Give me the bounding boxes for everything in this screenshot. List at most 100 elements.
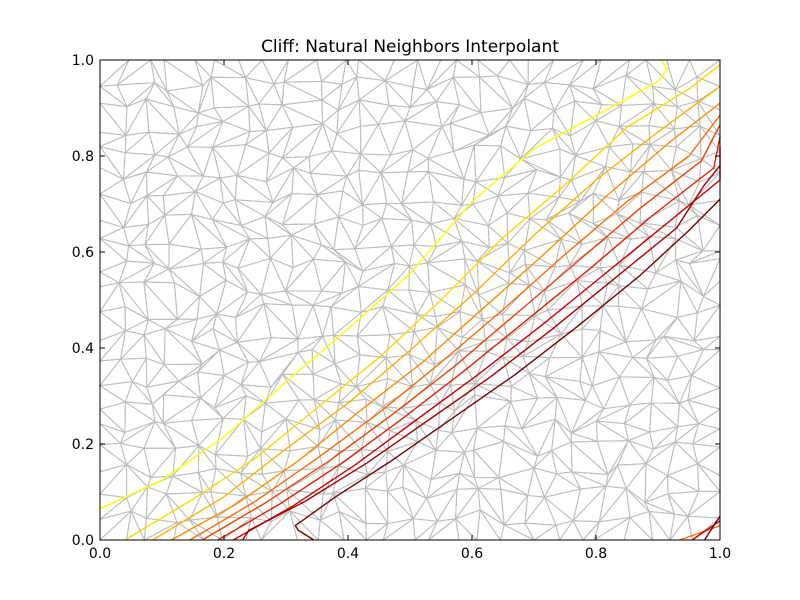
mesh-triangle [244, 59, 276, 85]
mesh-triangle [454, 59, 481, 79]
mesh-triangle [625, 74, 655, 106]
mesh-triangle [98, 102, 128, 137]
mesh-triangle [215, 279, 249, 316]
mesh-triangle [477, 293, 504, 320]
contour-line [703, 515, 721, 541]
mesh-triangle [144, 98, 181, 136]
mesh-triangle [666, 462, 700, 493]
mesh-triangle [473, 144, 502, 184]
mesh-triangle [258, 103, 284, 132]
mesh-triangle [337, 398, 368, 424]
mesh-triangle [162, 59, 204, 87]
mesh-triangle [503, 425, 538, 457]
mesh-triangle [196, 295, 218, 320]
mesh-triangle [669, 513, 689, 541]
mesh-triangle [167, 146, 205, 178]
mesh-triangle [127, 244, 156, 265]
mesh-triangle [297, 348, 314, 376]
mesh-triangle [214, 418, 249, 457]
mesh-triangle [544, 496, 575, 526]
mesh-triangle [496, 75, 529, 110]
plot-area-frame [99, 59, 721, 541]
mesh-triangle [355, 354, 388, 389]
mesh-triangle [579, 380, 593, 402]
mesh-triangle [281, 156, 311, 169]
mesh-triangle [285, 467, 324, 495]
mesh-triangle [189, 213, 228, 248]
mesh-triangle [283, 59, 319, 84]
mesh-triangle [617, 305, 643, 344]
mesh-triangle [354, 245, 393, 273]
mesh-triangle [623, 516, 654, 541]
mesh-triangle [146, 318, 179, 330]
mesh-triangle [126, 486, 148, 513]
mesh-triangle [190, 190, 214, 221]
mesh-triangle [674, 76, 699, 103]
mesh-triangle [142, 281, 179, 321]
mesh-triangle [201, 491, 218, 518]
contour-line [232, 146, 721, 541]
mesh-triangle [312, 304, 332, 339]
mesh-triangle [412, 497, 439, 522]
mesh-triangle [124, 305, 150, 332]
mesh-triangle [506, 192, 531, 220]
mesh-triangle [426, 261, 467, 294]
mesh-triangle [197, 76, 212, 114]
mesh-triangle [408, 88, 438, 109]
mesh-triangle [527, 59, 555, 86]
mesh-triangle [429, 217, 463, 243]
mesh-triangle [477, 260, 511, 285]
mesh-triangle [663, 335, 704, 351]
mesh-triangle [198, 279, 227, 316]
mesh-triangle [119, 357, 148, 383]
mesh-triangle [463, 449, 475, 478]
mesh-triangle [430, 200, 456, 225]
mesh-triangle [311, 363, 342, 385]
mesh-triangle [449, 104, 483, 125]
mesh-triangle [572, 485, 608, 523]
mesh-triangle [116, 59, 153, 86]
mesh-triangle [99, 237, 128, 273]
mesh-triangle [164, 213, 193, 246]
y-axis: 0.0 0.2 0.4 0.6 0.8 1.0 [72, 53, 720, 549]
mesh-triangle [125, 463, 149, 499]
mesh-triangle [164, 318, 198, 330]
mesh-triangle [361, 171, 388, 206]
mesh-triangle [162, 394, 202, 425]
mesh-triangle [487, 194, 508, 227]
mesh-triangle [289, 234, 323, 261]
mesh-triangle [330, 286, 359, 308]
x-tick-label: 0.2 [213, 546, 235, 562]
mesh-triangle [248, 237, 272, 260]
mesh-triangle [186, 146, 214, 178]
mesh-triangle [380, 171, 409, 205]
mesh-triangle [426, 59, 458, 90]
mesh-triangle [145, 486, 168, 520]
mesh-triangle [476, 476, 502, 490]
mesh-triangle [190, 397, 225, 422]
mesh-triangle [434, 431, 466, 453]
mesh-triangle [428, 518, 458, 541]
mesh-triangle [402, 449, 437, 481]
mesh-triangle [358, 169, 382, 207]
contour-line [189, 114, 721, 541]
mesh-triangle [527, 168, 562, 195]
mesh-triangle [625, 307, 657, 343]
mesh-triangle [384, 59, 420, 83]
mesh-triangle [623, 422, 652, 442]
mesh-triangle [360, 449, 389, 476]
mesh-triangle [285, 258, 314, 292]
mesh-triangle [333, 334, 361, 365]
mesh-triangle [626, 431, 655, 450]
mesh-triangle [215, 313, 238, 344]
mesh-triangle [321, 122, 338, 153]
mesh-triangle [190, 340, 221, 365]
mesh-triangle [281, 223, 315, 236]
mesh-triangle [503, 158, 539, 179]
mesh-triangle [387, 104, 412, 122]
mesh-triangle [666, 490, 700, 518]
mesh-triangle [581, 305, 605, 331]
mesh-triangle [500, 144, 522, 179]
mesh-triangle [283, 80, 323, 101]
